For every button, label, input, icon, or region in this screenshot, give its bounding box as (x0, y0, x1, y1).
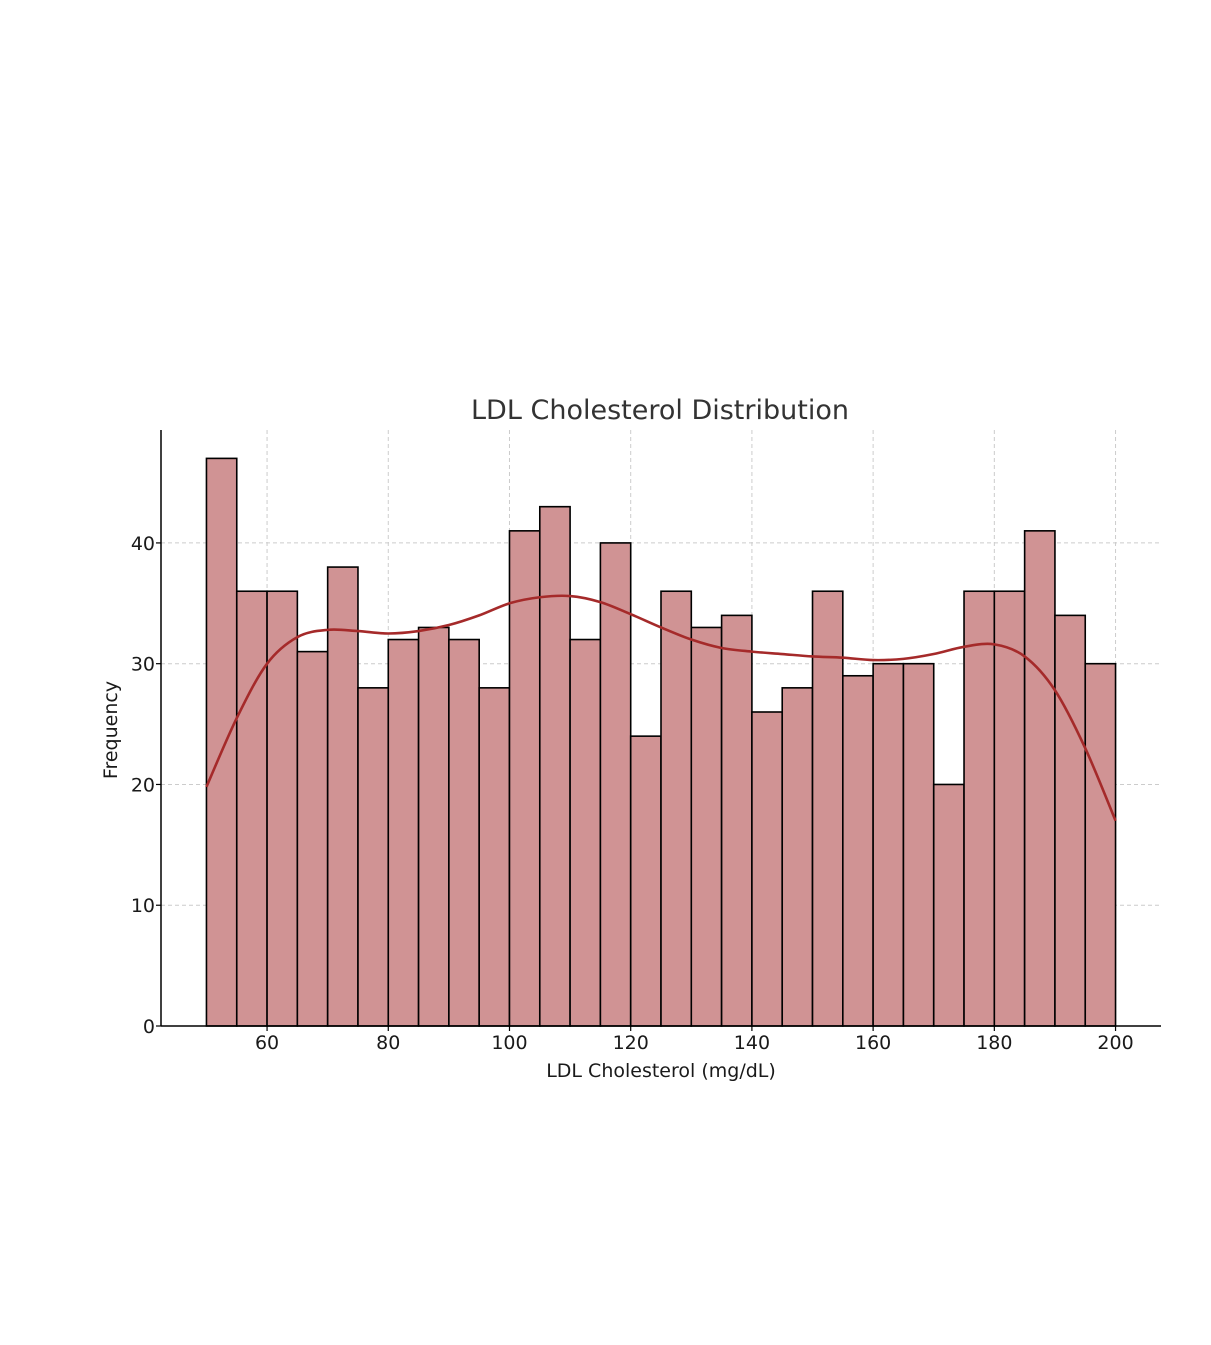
histogram-bar (720, 614, 753, 1027)
histogram-bar (1084, 662, 1117, 1027)
histogram-bar (326, 566, 359, 1027)
bars-layer (205, 457, 1117, 1027)
histogram-bar (751, 711, 784, 1027)
histogram-bar (902, 662, 935, 1027)
kde-curve (205, 594, 1117, 822)
histogram-bar (842, 674, 874, 1027)
y-tick-label: 30 (131, 654, 155, 676)
histogram-bar (417, 626, 450, 1027)
histogram-bar (993, 590, 1026, 1027)
histogram-bar (266, 590, 299, 1027)
histogram-bar (296, 650, 329, 1027)
kde-layer (205, 594, 1117, 822)
y-tick-label: 20 (131, 774, 155, 796)
histogram-bar (569, 638, 602, 1027)
histogram-bar (629, 735, 662, 1027)
x-axis-label: LDL Cholesterol (mg/dL) (546, 1060, 776, 1082)
histogram-bar (235, 590, 268, 1027)
x-tick-label: 60 (255, 1032, 279, 1054)
y-tick-label: 10 (131, 895, 155, 917)
histogram-bar (690, 626, 723, 1027)
histogram-bar (1054, 614, 1087, 1027)
histogram-bar (205, 457, 238, 1027)
ticks-layer: 60 80 100 120 140 160 180 200 0 10 20 30 40 (131, 533, 1134, 1054)
chart-title: LDL Cholesterol Distribution (471, 395, 849, 426)
histogram-bar (599, 542, 632, 1027)
x-tick-label: 140 (734, 1032, 770, 1054)
histogram-bar (508, 530, 541, 1027)
x-tick-label: 160 (855, 1032, 891, 1054)
y-tick-label: 0 (143, 1016, 155, 1038)
histogram-bar (387, 638, 420, 1027)
histogram-bar (963, 590, 996, 1027)
x-tick-label: 180 (976, 1032, 1012, 1054)
y-axis-label: Frequency (100, 681, 122, 779)
histogram-bar (872, 662, 905, 1027)
histogram-bar (1023, 530, 1056, 1027)
x-tick-label: 100 (491, 1032, 527, 1054)
histogram-bar (932, 783, 965, 1027)
histogram-bar (357, 687, 390, 1027)
histogram-bar (538, 505, 571, 1027)
x-tick-label: 200 (1097, 1032, 1133, 1054)
histogram-bar (478, 687, 511, 1027)
histogram-bar (660, 590, 693, 1027)
x-tick-label: 80 (376, 1032, 400, 1054)
histogram-bar (781, 687, 814, 1027)
x-tick-label: 120 (613, 1032, 649, 1054)
y-tick-label: 40 (131, 533, 155, 555)
histogram-bar (448, 638, 480, 1027)
